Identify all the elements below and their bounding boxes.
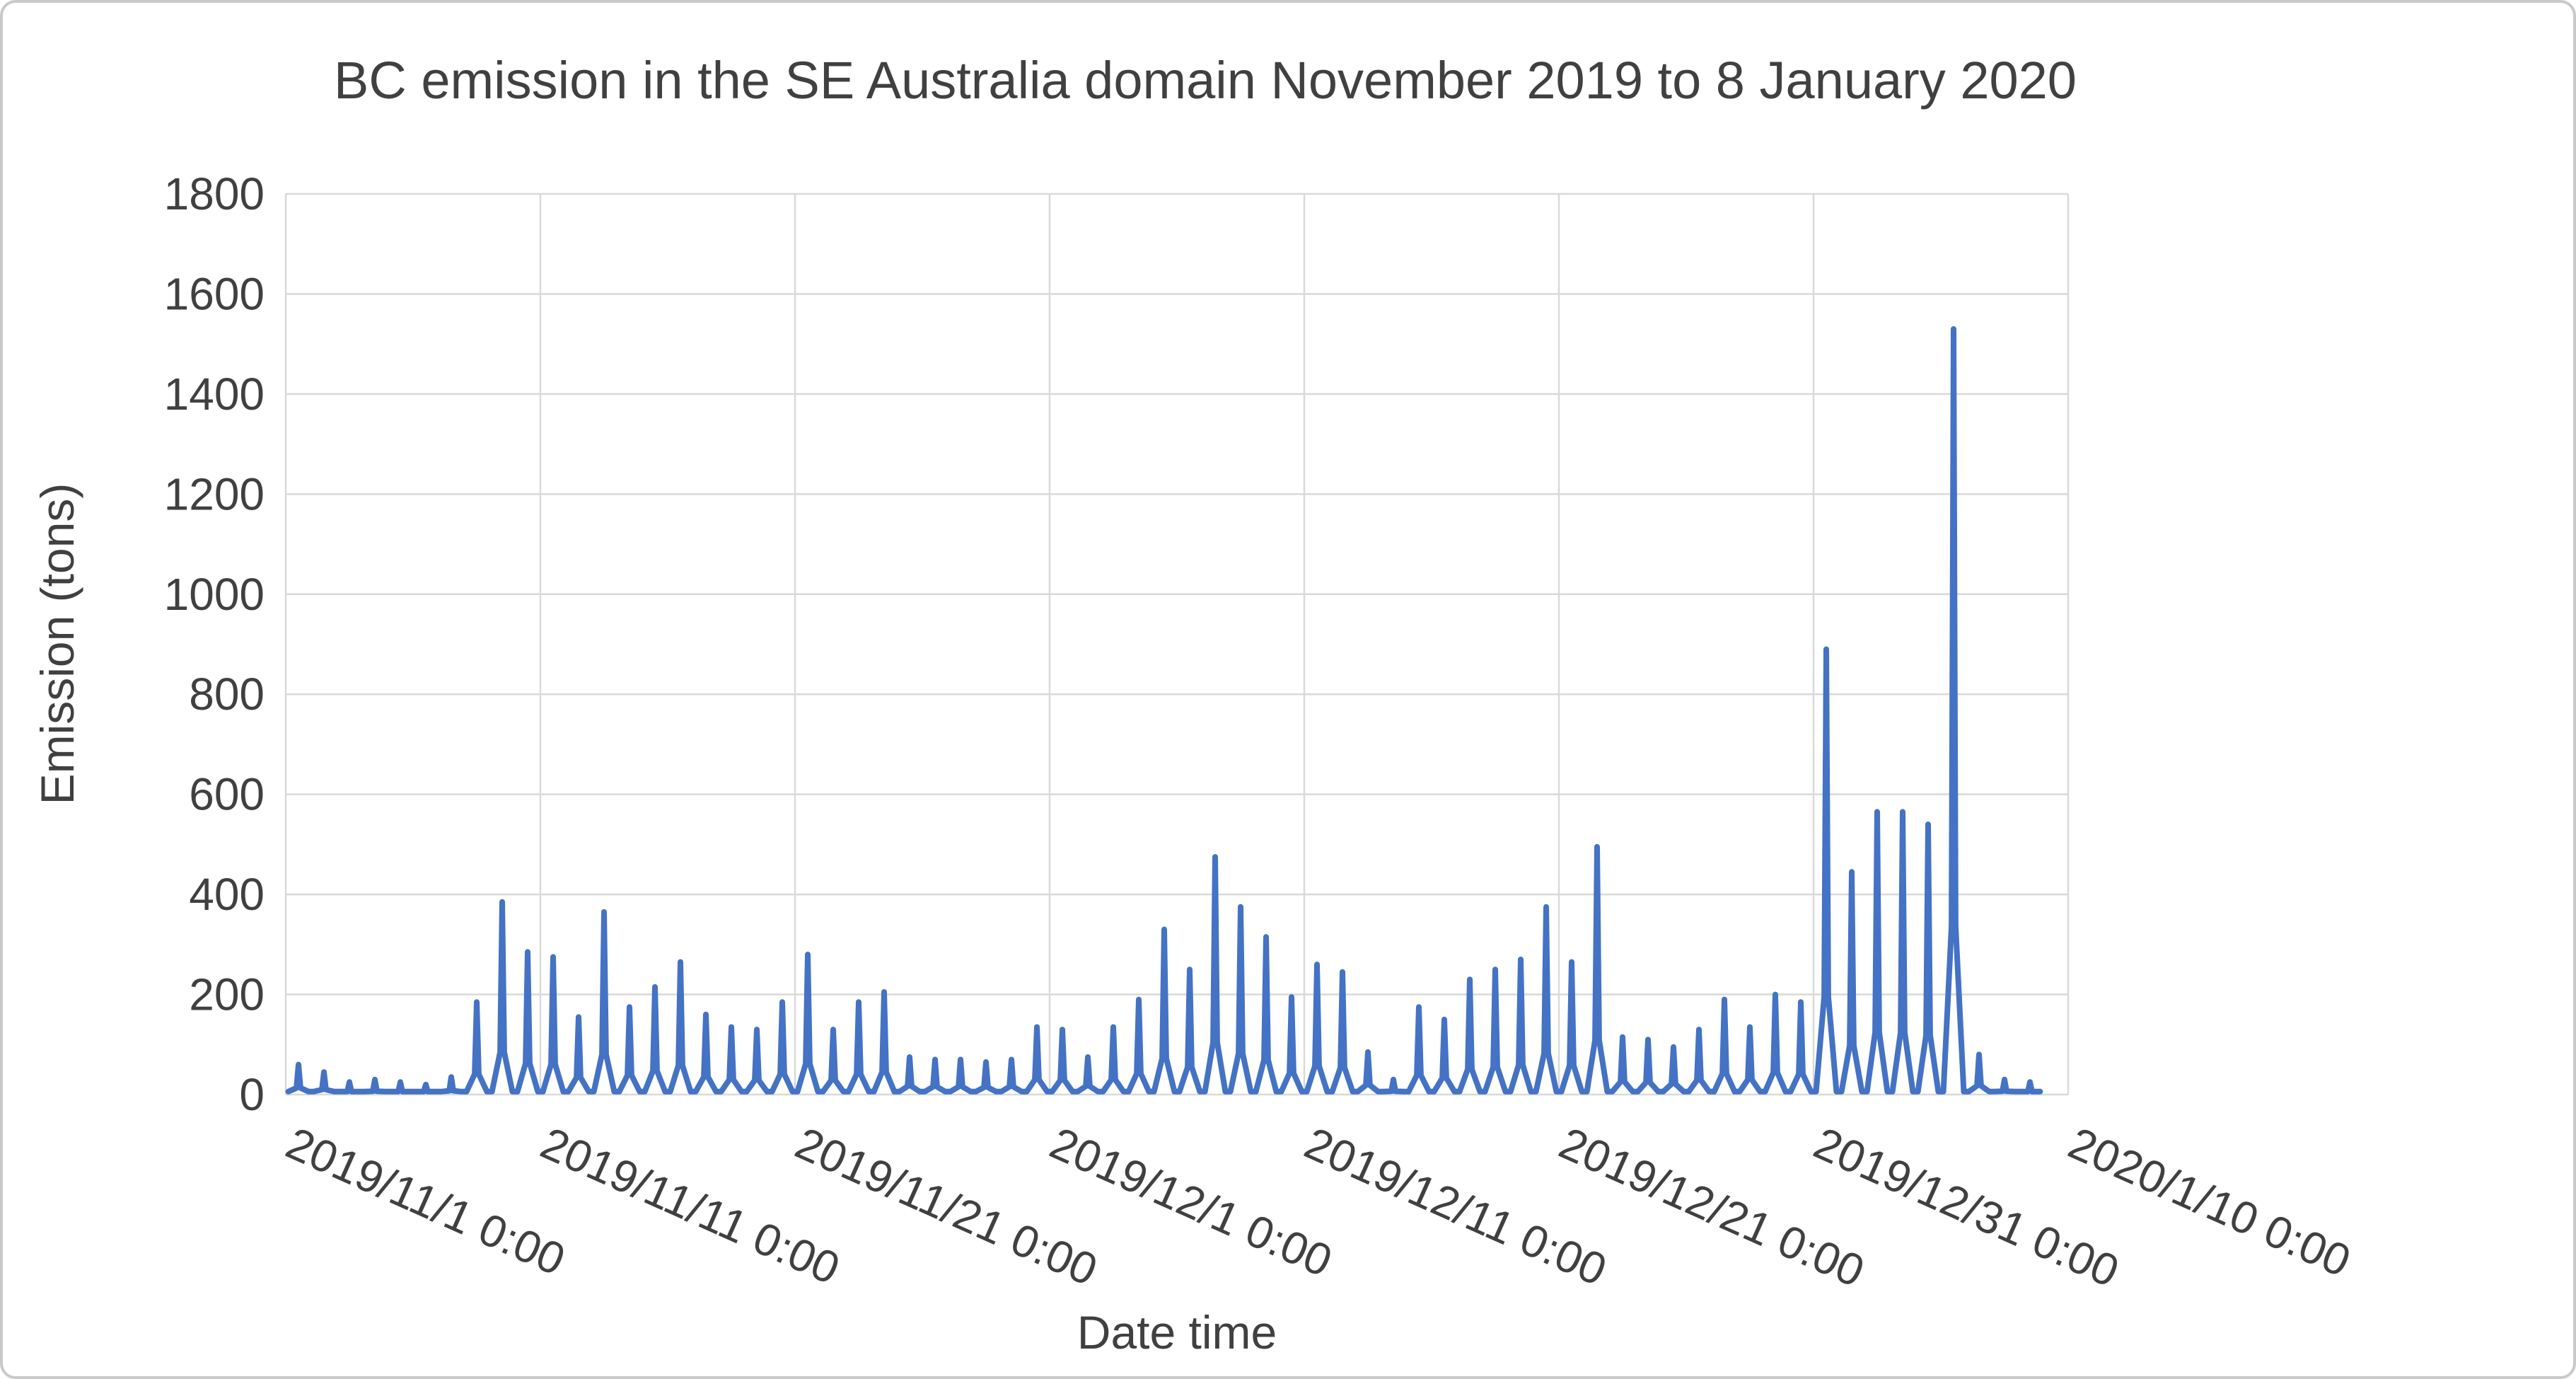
y-tick-label: 1600 — [164, 268, 265, 319]
y-axis-tick-labels: 0 200 400 600 800 1000 1200 1400 1600 1800 — [164, 168, 265, 1120]
y-gridlines — [286, 192, 2068, 1096]
emission-chart: 0 200 400 600 800 1000 1200 1400 1600 1800 2019/1… — [31, 51, 2358, 1358]
y-tick-label: 800 — [189, 669, 265, 720]
chart-title: BC emission in the SE Australia domain N… — [334, 51, 2077, 110]
y-tick-label: 600 — [189, 769, 265, 820]
y-tick-label: 400 — [189, 869, 265, 920]
y-tick-label: 1400 — [164, 369, 265, 420]
x-gridlines — [284, 194, 2070, 1095]
y-axis-title: Emission (tons) — [31, 483, 83, 805]
x-tick-label: 2019/11/1 0:00 — [279, 1117, 572, 1286]
emission-series-line — [285, 326, 2043, 1095]
y-tick-label: 1800 — [164, 168, 265, 219]
y-tick-label: 0 — [239, 1069, 265, 1120]
y-tick-label: 200 — [189, 969, 265, 1020]
y-tick-label: 1000 — [164, 569, 265, 620]
y-tick-label: 1200 — [164, 468, 265, 519]
x-axis-title: Date time — [1077, 1306, 1277, 1358]
